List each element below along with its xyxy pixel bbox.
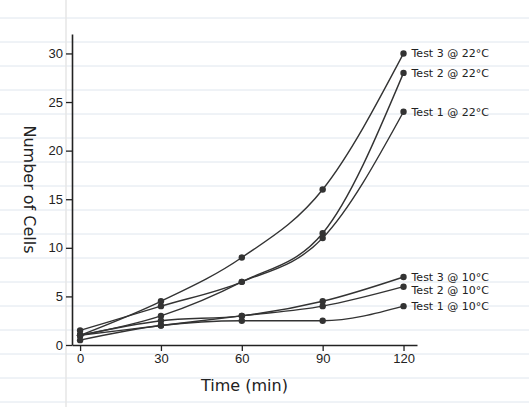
tick-label: 120 (393, 351, 415, 366)
series-label: Test 2 @ 10°C (411, 284, 490, 297)
plot: 0306090120051015202530Test 3 @ 22°CTest … (49, 35, 490, 367)
tick-mark (66, 199, 72, 200)
series-label: Test 3 @ 22°C (411, 47, 490, 60)
ruled-line (0, 90, 529, 91)
point (400, 274, 406, 280)
tick: 0 (56, 338, 72, 353)
y-axis-title: Number of Cells (20, 125, 39, 253)
ruled-line (0, 18, 529, 19)
point (158, 322, 164, 328)
point (400, 50, 406, 56)
tick: 10 (49, 240, 72, 255)
point (158, 303, 164, 309)
series-labels: Test 3 @ 22°C Test 2 @ 22°C Test 1 @ 22°C T… (411, 47, 490, 313)
tick: 90 (316, 345, 330, 366)
tick-label: 60 (235, 351, 249, 366)
tick-mark (323, 345, 324, 351)
point (400, 303, 406, 309)
tick-label: 30 (154, 351, 168, 366)
ruled-line (0, 402, 529, 403)
point (319, 186, 325, 192)
tick: 20 (49, 143, 72, 158)
point (239, 279, 245, 285)
tick: 120 (393, 345, 415, 366)
axis-line (73, 345, 418, 347)
series-label: Test 3 @ 10°C (411, 271, 490, 284)
tick-mark (80, 345, 81, 351)
x-axis-title: Time (min) (200, 376, 288, 395)
series-label: Test 1 @ 22°C (411, 106, 490, 119)
tick-label: 30 (49, 46, 63, 61)
tick: 60 (235, 345, 249, 366)
chart: 0306090120051015202530Test 3 @ 22°CTest … (0, 0, 529, 407)
series-label: Test 2 @ 22°C (411, 67, 490, 80)
tick-label: 25 (49, 95, 63, 110)
ruled-line (0, 210, 529, 211)
point (239, 254, 245, 260)
tick: 0 (77, 345, 84, 366)
tick-mark (66, 150, 72, 151)
tick-label: 0 (56, 338, 63, 353)
ruled-line (0, 186, 529, 187)
tick-mark (242, 345, 243, 351)
point (158, 322, 164, 328)
axis-line (72, 35, 74, 346)
tick-label: 20 (49, 143, 63, 158)
point (400, 109, 406, 115)
tick: 5 (56, 289, 72, 304)
tick-mark (66, 248, 72, 249)
x-axis: 0 30 60 90 120 (73, 345, 418, 366)
point (319, 318, 325, 324)
tick-mark (66, 102, 72, 103)
y-axis: 0 5 10 15 20 25 30 (49, 35, 73, 353)
ruled-line (0, 258, 529, 259)
series-line (80, 287, 403, 336)
tick-label: 10 (49, 240, 63, 255)
tick-mark (161, 345, 162, 351)
marks (77, 50, 407, 343)
tick-mark (66, 53, 72, 54)
point (239, 318, 245, 324)
point (400, 283, 406, 289)
tick-label: 0 (77, 351, 84, 366)
point (319, 235, 325, 241)
series-line (80, 53, 403, 335)
tick: 30 (154, 345, 168, 366)
ruled-line (0, 42, 529, 43)
tick-label: 5 (56, 289, 63, 304)
series-line (80, 73, 403, 335)
point (400, 70, 406, 76)
ruled-line (0, 162, 529, 163)
tick: 15 (49, 192, 72, 207)
series-label: Test 1 @ 10°C (411, 300, 490, 313)
point (319, 303, 325, 309)
series-line (80, 306, 403, 340)
tick-mark (403, 345, 404, 351)
point (77, 337, 83, 343)
tick-label: 15 (49, 192, 63, 207)
series-line (80, 112, 403, 331)
ruled-line (0, 234, 529, 235)
tick-mark (66, 345, 72, 346)
point (239, 279, 245, 285)
series-line (80, 277, 403, 335)
paper (0, 0, 529, 407)
tick: 30 (49, 46, 72, 61)
ruled-line (0, 138, 529, 139)
tick-label: 90 (316, 351, 330, 366)
tick-mark (66, 296, 72, 297)
tick: 25 (49, 95, 72, 110)
